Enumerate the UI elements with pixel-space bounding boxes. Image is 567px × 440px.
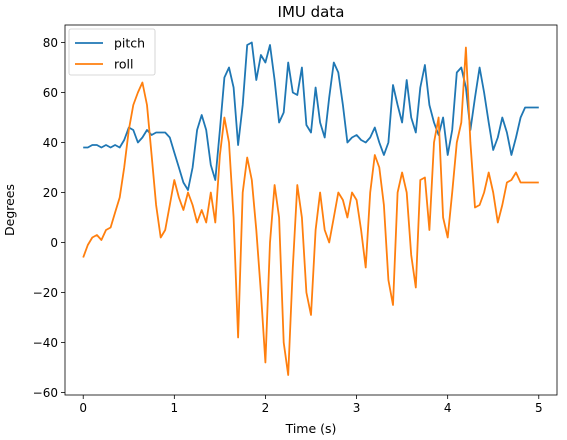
legend-label-pitch: pitch xyxy=(114,36,145,51)
x-tick-label: 4 xyxy=(444,401,452,415)
chart-title: IMU data xyxy=(278,3,345,21)
x-tick-label: 0 xyxy=(79,401,87,415)
series-line-pitch xyxy=(83,41,539,191)
plot-frame xyxy=(64,24,558,396)
y-axis-label: Degrees xyxy=(2,184,17,236)
y-tick-label: 80 xyxy=(43,36,58,50)
y-tick-label: −20 xyxy=(33,286,58,300)
x-tick-label: 1 xyxy=(171,401,179,415)
series-layer xyxy=(82,41,539,376)
y-tick-label: 60 xyxy=(43,86,58,100)
x-tick-label: 2 xyxy=(262,401,270,415)
x-axis: 0 1 2 3 4 5 xyxy=(79,395,543,415)
legend-label-roll: roll xyxy=(114,57,133,72)
x-axis-label: Time (s) xyxy=(285,421,337,436)
y-tick-label: 40 xyxy=(43,136,58,150)
x-tick-label: 5 xyxy=(535,401,543,415)
x-tick-label: 3 xyxy=(353,401,361,415)
y-axis: −60 −40 −20 0 20 40 60 80 xyxy=(33,36,65,400)
plot-background xyxy=(65,25,557,395)
y-tick-label: −40 xyxy=(33,336,58,350)
legend: pitch roll xyxy=(68,28,156,76)
y-tick-label: 20 xyxy=(43,186,58,200)
plot-area xyxy=(64,24,558,396)
series-line-roll xyxy=(82,46,539,376)
y-tick-label: −60 xyxy=(33,386,58,400)
y-tick-label: 0 xyxy=(50,236,58,250)
